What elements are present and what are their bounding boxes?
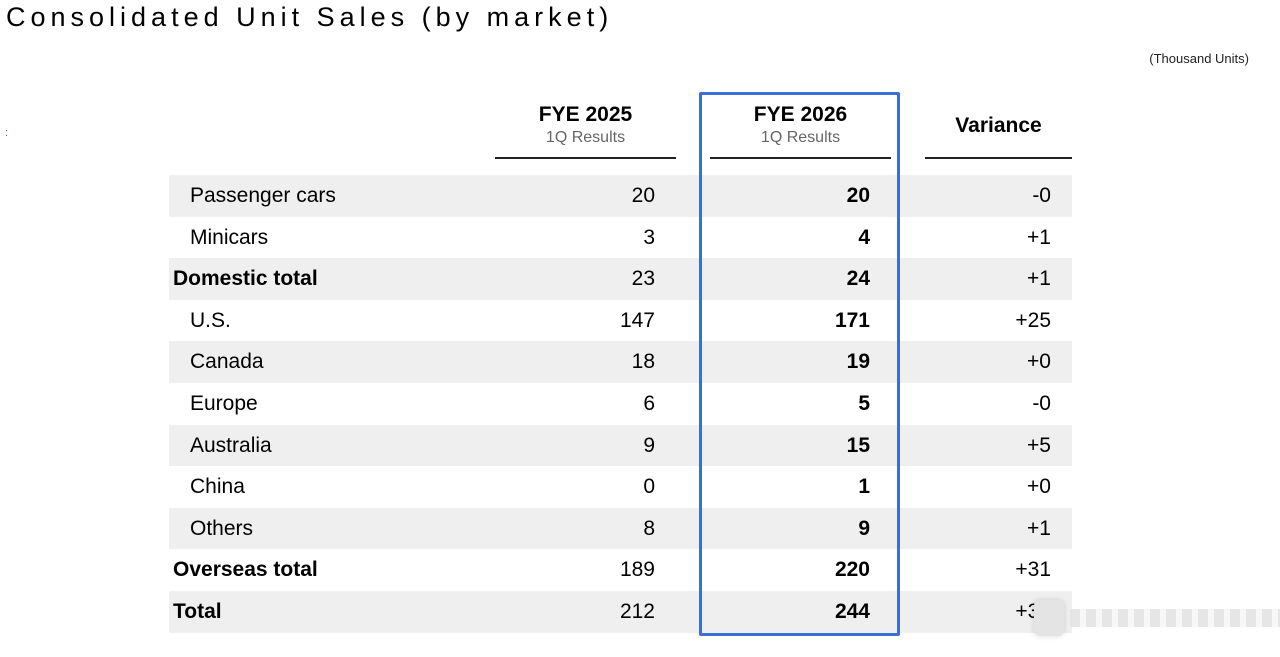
header-fye2025-main: FYE 2025 <box>538 103 633 126</box>
table-row: Overseas total 189 220 +31 <box>169 549 1072 591</box>
filmstrip-scroller[interactable] <box>1034 597 1280 639</box>
cell-fye2025: 0 <box>643 475 655 499</box>
table-row: Others 8 9 +1 <box>169 507 1072 550</box>
cell-variance: -0 <box>1032 392 1051 415</box>
cell-fye2025: 6 <box>643 392 655 415</box>
table-row: Minicars 3 4 +1 <box>169 217 1072 259</box>
row-label: Overseas total <box>173 558 318 582</box>
cell-fye2025: 212 <box>619 600 655 623</box>
cell-fye2025: 3 <box>643 225 655 249</box>
cell-variance: +1 <box>1027 225 1051 249</box>
cell-fye2026: 1 <box>858 475 870 499</box>
cell-fye2025: 8 <box>643 516 655 540</box>
header-variance-main: Variance <box>955 114 1042 137</box>
header-fye2025-sub: 1Q Results <box>545 129 626 146</box>
cell-fye2026: 4 <box>858 225 870 249</box>
table-row: U.S. 147 171 +25 <box>169 300 1072 342</box>
cell-fye2026: 171 <box>834 308 870 332</box>
header-fye2026-main: FYE 2026 <box>753 103 848 126</box>
header-fye2026: FYE 2026 1Q Results <box>710 103 891 149</box>
cell-variance: +31 <box>1015 558 1051 582</box>
row-label: Domestic total <box>173 267 318 291</box>
cell-fye2026: 5 <box>858 392 870 415</box>
cell-fye2026: 20 <box>846 184 870 207</box>
header-fye2025: FYE 2025 1Q Results <box>495 103 676 149</box>
cell-fye2025: 23 <box>631 267 655 291</box>
cell-variance: +0 <box>1027 350 1051 374</box>
row-label: Minicars <box>190 225 269 249</box>
cell-variance: +5 <box>1027 433 1051 457</box>
table-row: Canada 18 19 +0 <box>169 341 1072 383</box>
cell-variance: +1 <box>1027 516 1051 540</box>
cell-fye2026: 9 <box>858 516 870 540</box>
cell-fye2025: 147 <box>619 308 655 332</box>
cell-fye2026: 220 <box>834 558 870 582</box>
header-variance: Variance <box>925 114 1072 138</box>
cell-fye2025: 189 <box>619 558 655 582</box>
cell-variance: +1 <box>1027 267 1051 291</box>
cell-fye2026: 244 <box>834 600 870 623</box>
table-row: China 0 1 +0 <box>169 466 1072 508</box>
header-fye2026-sub: 1Q Results <box>760 129 841 146</box>
row-label: Passenger cars <box>190 184 336 207</box>
table-row: Passenger cars 20 20 -0 <box>169 175 1072 217</box>
row-label: Total <box>173 600 222 623</box>
cell-variance: -0 <box>1032 184 1051 207</box>
cell-variance: +0 <box>1027 475 1051 499</box>
cell-variance: +25 <box>1015 308 1051 332</box>
row-label: Australia <box>190 433 272 457</box>
cell-fye2026: 24 <box>846 267 870 291</box>
table-row: Europe 6 5 -0 <box>169 383 1072 425</box>
table-row: Australia 9 15 +5 <box>169 424 1072 467</box>
page-title: Consolidated Unit Sales (by market) <box>6 2 614 32</box>
table-row: Domestic total 23 24 +1 <box>169 258 1072 300</box>
cell-fye2026: 15 <box>846 433 870 457</box>
margin-mark: : <box>5 127 9 139</box>
row-label: U.S. <box>190 308 231 332</box>
row-label: Europe <box>190 392 258 415</box>
header-rule-variance <box>925 157 1072 159</box>
row-label: Others <box>190 516 254 540</box>
cell-fye2025: 18 <box>631 350 655 374</box>
scroll-thumb[interactable] <box>1034 600 1064 636</box>
unit-note: (Thousand Units) <box>1149 51 1249 66</box>
header-rule-fye2026 <box>710 157 891 159</box>
cell-fye2025: 20 <box>631 184 655 207</box>
cell-fye2026: 19 <box>846 350 870 374</box>
row-label: China <box>190 475 245 499</box>
cell-fye2025: 9 <box>643 433 655 457</box>
scroll-track[interactable] <box>1070 609 1280 627</box>
row-label: Canada <box>190 350 264 374</box>
header-rule-fye2025 <box>495 157 676 159</box>
